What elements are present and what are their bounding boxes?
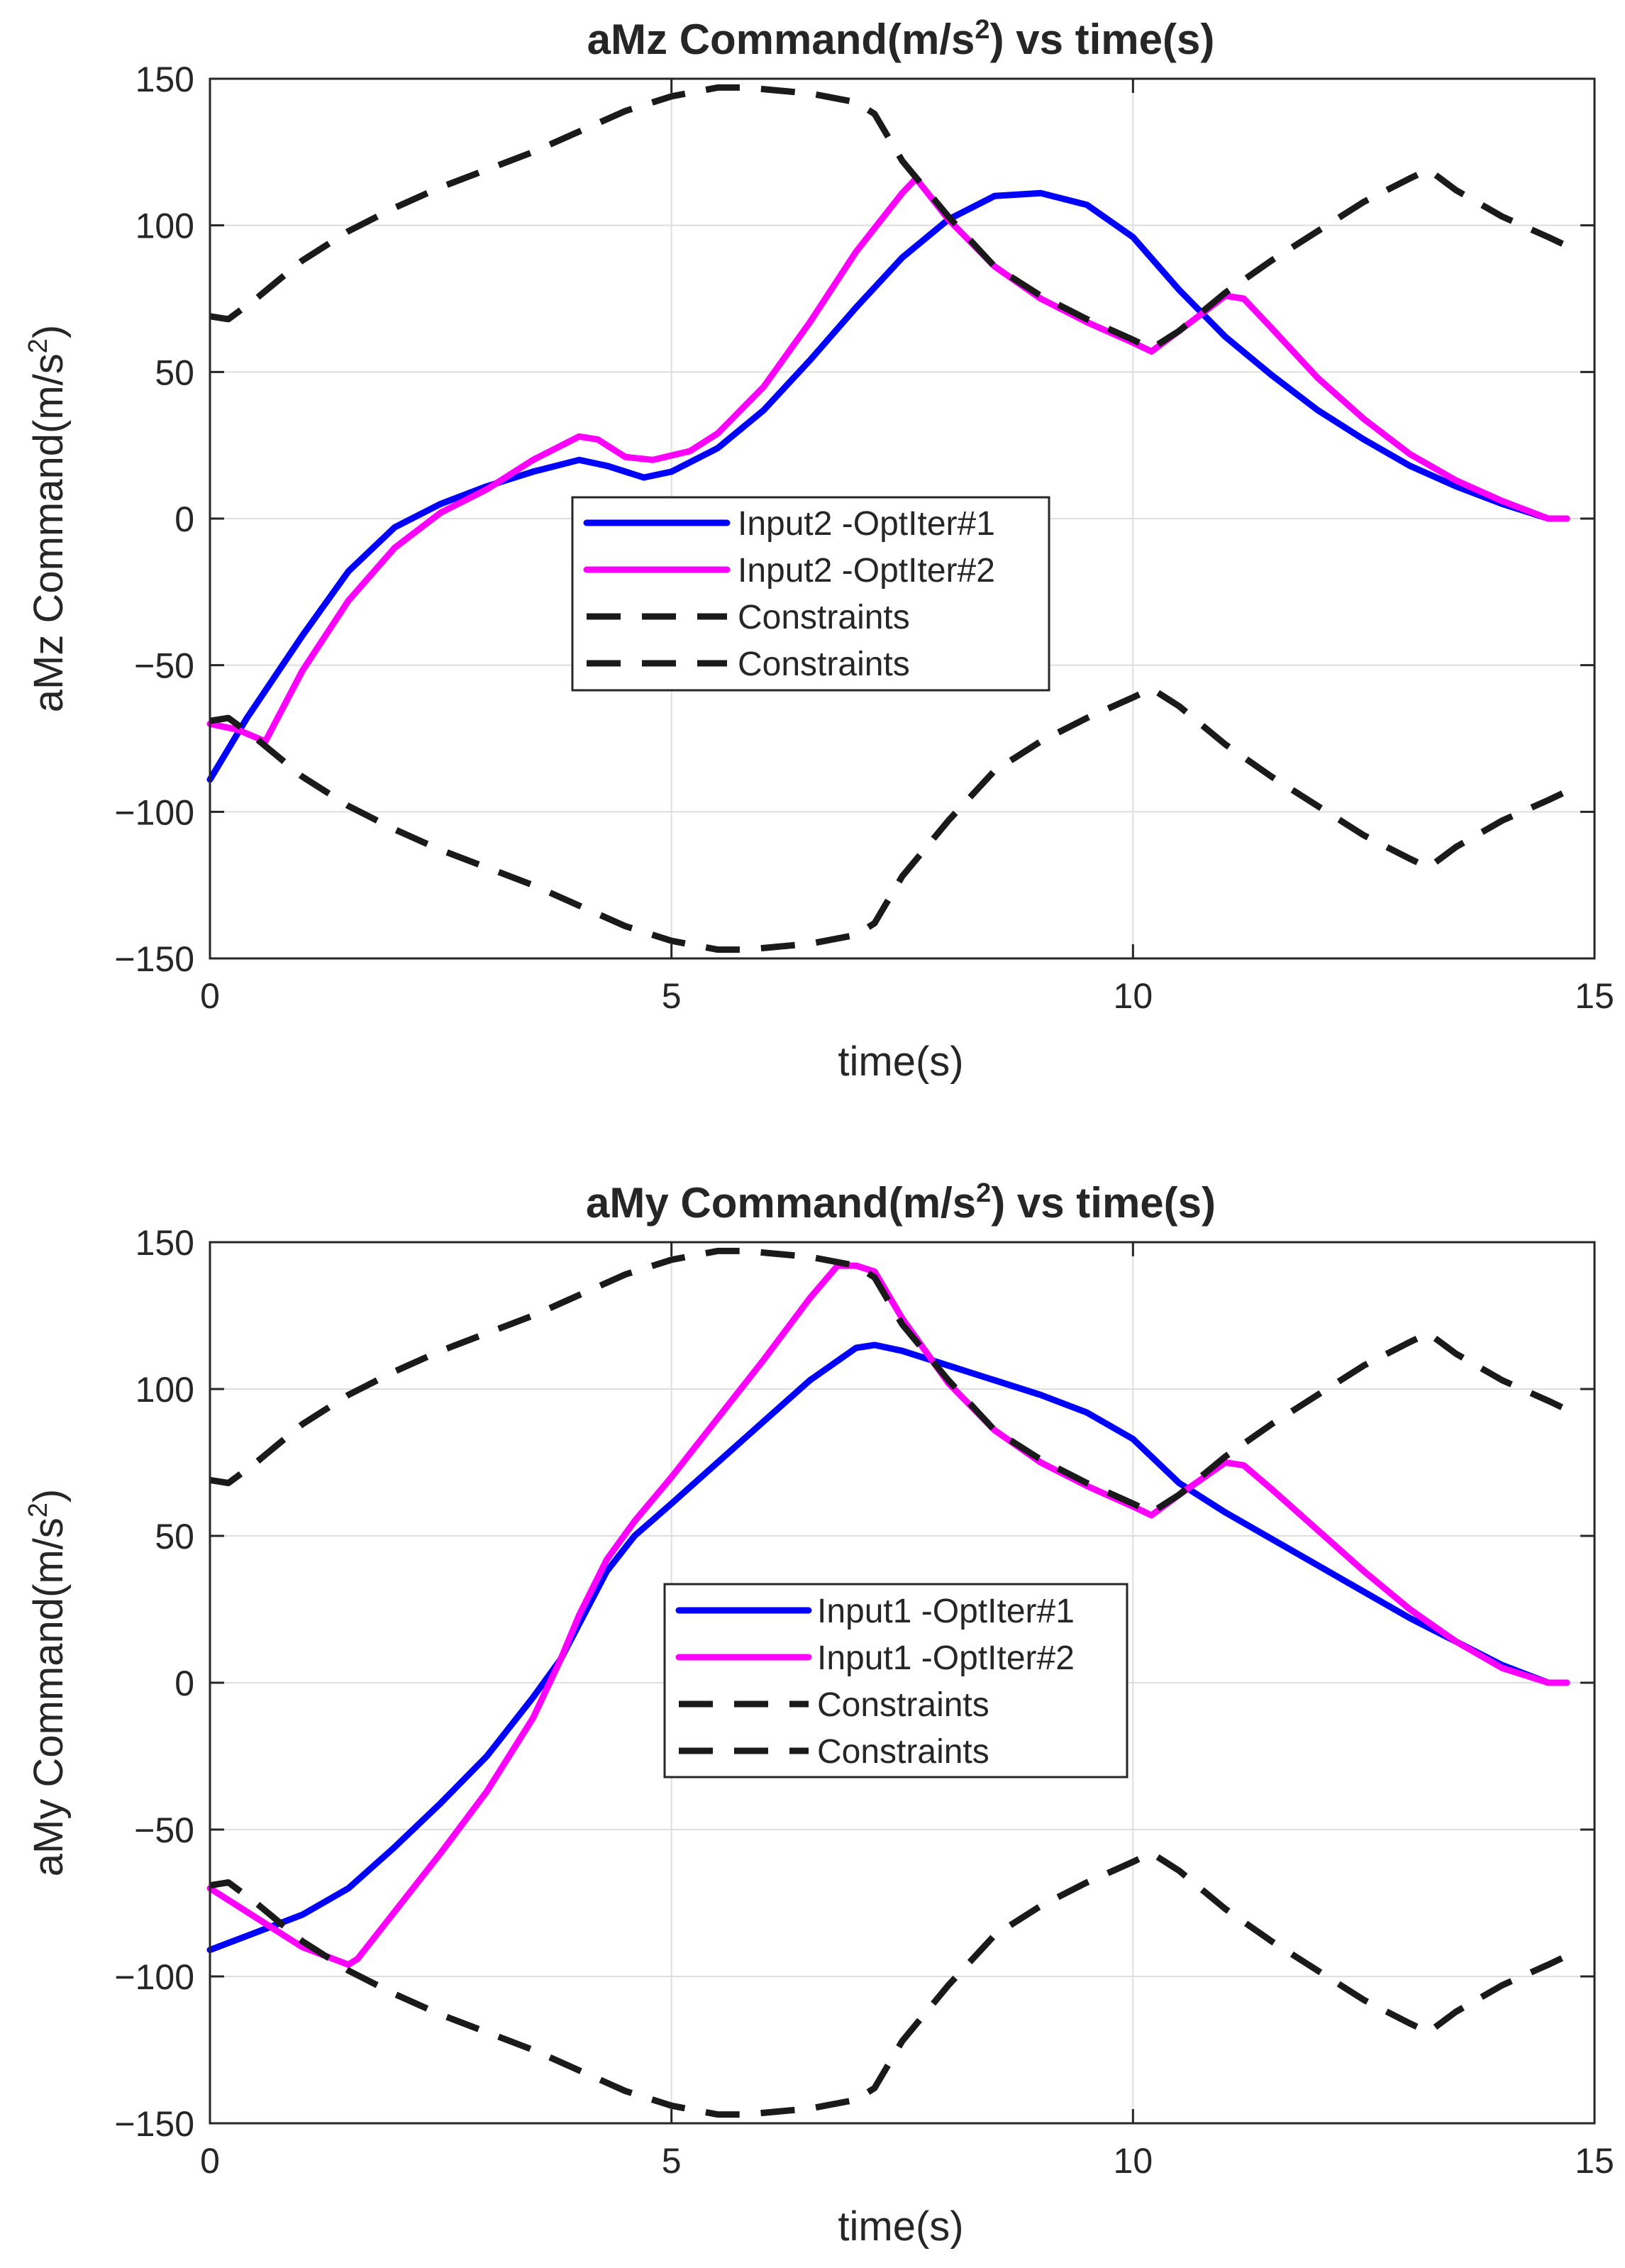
series-line-input1-optiter-2 (206, 1262, 1570, 1968)
y-tick-label: 0 (174, 499, 194, 539)
legend: Input2 -OptIter#1 Input2 -OptIter#2 Cons… (571, 496, 1050, 692)
legend-entry: Input1 -OptIter#2 (817, 1639, 1075, 1677)
series-layer (206, 1247, 1570, 2118)
legend-entry: Constraints (738, 646, 910, 683)
y-tick-label: −100 (114, 792, 194, 832)
series-line-input2-optiter-2 (206, 175, 1570, 745)
y-tick-label: 100 (135, 1370, 194, 1410)
legend-entry: Constraints (738, 599, 910, 636)
constraint-line (209, 685, 1568, 953)
y-axis: 150 100 50 0 −50 −100 −150 (114, 60, 1595, 979)
y-axis-label: aMy Command(m/s2) (23, 1489, 72, 1876)
chart-amy: aMy Command(m/s2) vs time(s) 0 5 10 15 1501… (23, 1178, 1614, 2250)
y-tick-label: −50 (134, 1810, 194, 1850)
y-axis-label: aMz Command(m/s2) (23, 325, 72, 712)
x-tick-label: 5 (662, 976, 682, 1016)
y-axis: 150 100 50 0 −50 −100 −150 (114, 1223, 1595, 2144)
y-tick-label: 150 (135, 1223, 194, 1263)
legend-entry: Input1 -OptIter#1 (817, 1593, 1075, 1630)
series-line-input1-optiter-1 (206, 1342, 1570, 1954)
x-axis-label: time(s) (838, 1039, 963, 1085)
x-axis: 0 5 10 15 (200, 79, 1614, 1016)
legend-entry: Constraints (817, 1686, 989, 1724)
y-tick-label: 50 (155, 1517, 194, 1556)
x-axis: 0 5 10 15 (200, 1242, 1614, 2181)
chart-amz: aMz Command(m/s2) vs time(s) 0 5 10 15 1501… (23, 15, 1614, 1085)
x-tick-label: 0 (200, 976, 220, 1016)
legend-entry: Constraints (817, 1733, 989, 1771)
y-tick-label: −100 (114, 1957, 194, 1997)
legend-entry: Input2 -OptIter#1 (738, 505, 995, 543)
constraint-line (209, 1849, 1568, 2118)
legend-box (571, 496, 1050, 692)
chart-title: aMy Command(m/s2) vs time(s) (586, 1178, 1216, 1227)
y-tick-label: 50 (155, 353, 194, 392)
x-tick-label: 10 (1114, 2141, 1153, 2181)
x-axis-label: time(s) (838, 2203, 963, 2250)
x-tick-label: 15 (1575, 2141, 1614, 2181)
y-tick-label: 150 (135, 60, 194, 99)
chart-title: aMz Command(m/s2) vs time(s) (587, 15, 1215, 63)
y-tick-label: −50 (134, 646, 194, 686)
x-tick-label: 5 (662, 2141, 682, 2181)
y-tick-label: 100 (135, 206, 194, 246)
constraint-line (209, 1247, 1568, 1516)
constraint-line (209, 84, 1568, 352)
series-line-input2-optiter-1 (206, 189, 1570, 783)
legend: Input1 -OptIter#1 Input1 -OptIter#2 Cons… (663, 1583, 1128, 1779)
y-tick-label: −150 (114, 2104, 194, 2144)
x-tick-label: 15 (1575, 976, 1614, 1016)
series-layer (206, 84, 1570, 953)
y-tick-label: 0 (174, 1664, 194, 1703)
x-tick-label: 10 (1114, 976, 1153, 1016)
y-tick-label: −150 (114, 939, 194, 979)
x-tick-label: 0 (200, 2141, 220, 2181)
legend-entry: Input2 -OptIter#2 (738, 552, 995, 590)
legend-box (663, 1583, 1128, 1779)
